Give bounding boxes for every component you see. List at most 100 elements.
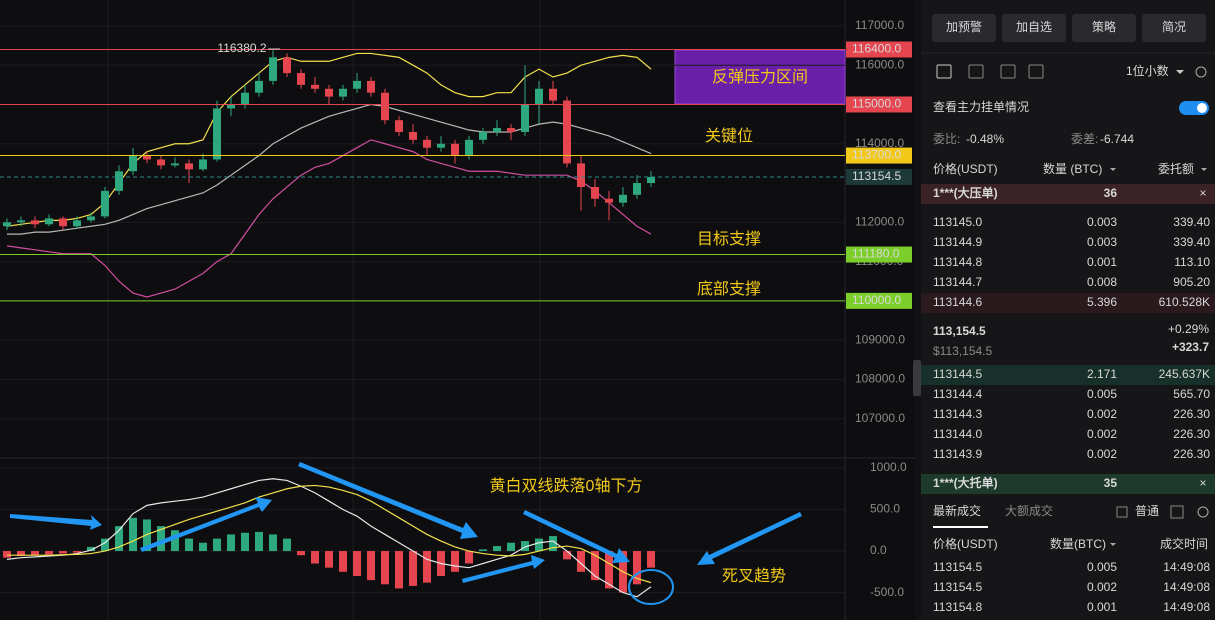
- button[interactable]: [1002, 14, 1066, 42]
- header: 委托额: [1158, 162, 1194, 176]
- button-label[interactable]: 简况: [1162, 20, 1186, 34]
- main-orders-link[interactable]: 查看主力挂单情况: [933, 100, 1029, 114]
- button-label[interactable]: 加预警: [946, 19, 982, 34]
- candle-body: [577, 163, 585, 187]
- amount: 339.40: [1173, 215, 1210, 229]
- arrow: [462, 555, 545, 583]
- tool-icon[interactable]: [1000, 64, 1016, 79]
- level-tag-label: 115000.0: [852, 97, 901, 111]
- tab[interactable]: 最新成交: [933, 503, 981, 518]
- price: 113144.9: [933, 235, 982, 249]
- high-label: 116380.2: [217, 41, 266, 55]
- level-tag: [846, 292, 912, 309]
- candle-body: [241, 92, 249, 105]
- macd-bar: [451, 551, 459, 572]
- cross-label: 死叉趋势: [722, 567, 786, 585]
- qty: 5.396: [1087, 295, 1117, 309]
- candle-body: [451, 143, 459, 156]
- candle-body: [521, 104, 529, 132]
- button-label[interactable]: 加自选: [1016, 20, 1052, 34]
- decimals-select[interactable]: 1位小数: [1126, 63, 1169, 78]
- candle-body: [115, 171, 123, 191]
- filter-icon[interactable]: [1170, 505, 1184, 519]
- qty: 0.002: [1087, 447, 1117, 461]
- level-tag-label: 111180.0: [852, 247, 900, 261]
- candle-body: [465, 139, 473, 156]
- button[interactable]: [932, 14, 996, 42]
- tab[interactable]: 大额成交: [1005, 503, 1053, 518]
- button[interactable]: [1142, 14, 1206, 42]
- y-tick-label: 108000.0: [855, 372, 905, 386]
- macd-bar: [465, 551, 473, 564]
- caret: [1201, 168, 1207, 171]
- candle-body: [507, 128, 515, 132]
- price: 113145.0: [933, 215, 982, 229]
- candle-body: [185, 163, 193, 170]
- macd-bar: [101, 538, 109, 552]
- big-order-row: [921, 474, 1215, 494]
- checkbox[interactable]: [1116, 506, 1128, 518]
- bollinger-mid: [7, 103, 652, 235]
- candle-body: [381, 92, 389, 121]
- close-icon[interactable]: ×: [1199, 186, 1206, 200]
- level-tag: [846, 168, 912, 185]
- qty: 0.002: [1087, 407, 1117, 421]
- candle-body: [87, 216, 95, 221]
- header: 数量(BTC): [1050, 536, 1106, 551]
- macd-bar: [143, 519, 151, 552]
- candle-body: [437, 143, 445, 148]
- tool-icon[interactable]: [1028, 64, 1044, 79]
- price: 113144.4: [933, 387, 982, 401]
- header: 价格(USDT): [933, 161, 998, 176]
- candle-body: [549, 88, 557, 101]
- macd-bar: [311, 551, 319, 564]
- macd-bar: [549, 536, 557, 552]
- candle-body: [647, 176, 655, 184]
- candle-body: [339, 88, 347, 97]
- depth-bar: [921, 365, 1215, 385]
- settings-icon[interactable]: [1195, 66, 1207, 78]
- macd-bar: [479, 549, 487, 552]
- macd-bar: [423, 551, 431, 583]
- trade-price: 113154.8: [933, 600, 982, 614]
- price: 113144.3: [933, 407, 982, 421]
- candle-body: [199, 159, 207, 170]
- settings-icon[interactable]: [1197, 506, 1209, 518]
- macd-bar: [3, 551, 11, 558]
- macd-bar: [647, 551, 655, 568]
- button[interactable]: [1072, 14, 1136, 42]
- y-tick-label: 114000.0: [855, 136, 904, 150]
- macd-bar: [129, 517, 137, 552]
- caret: [1110, 543, 1116, 546]
- candle-body: [535, 88, 543, 105]
- arrows: [10, 462, 802, 583]
- macd-tick-label: 1000.0: [870, 460, 907, 474]
- macd-bar: [59, 551, 67, 554]
- amount: 226.30: [1173, 407, 1210, 421]
- macd-bar: [339, 551, 347, 572]
- macd-bar: [395, 551, 403, 589]
- candle-body: [227, 104, 235, 109]
- candle-body: [45, 218, 53, 225]
- macd-bar: [157, 526, 165, 552]
- candle-body: [255, 80, 263, 93]
- bottom-label: 底部支撑: [697, 280, 761, 298]
- scroll-handle[interactable]: [913, 360, 921, 396]
- amount: 339.40: [1173, 235, 1210, 249]
- candle-body: [297, 73, 305, 85]
- trade-qty: 0.002: [1087, 580, 1117, 594]
- amount: 226.30: [1173, 427, 1210, 441]
- macd-bar: [87, 546, 95, 552]
- tool-icon[interactable]: [936, 64, 952, 79]
- close-icon[interactable]: ×: [1199, 476, 1206, 490]
- candle-body: [311, 84, 319, 89]
- tool-icon[interactable]: [968, 64, 984, 79]
- macd-bar: [269, 534, 277, 552]
- macd-bar: [367, 551, 375, 581]
- target-label: 目标支撑: [697, 230, 761, 248]
- macd-bar: [591, 551, 599, 581]
- caret: [1176, 70, 1184, 74]
- candle-body: [395, 120, 403, 132]
- button-label[interactable]: 策略: [1092, 19, 1116, 34]
